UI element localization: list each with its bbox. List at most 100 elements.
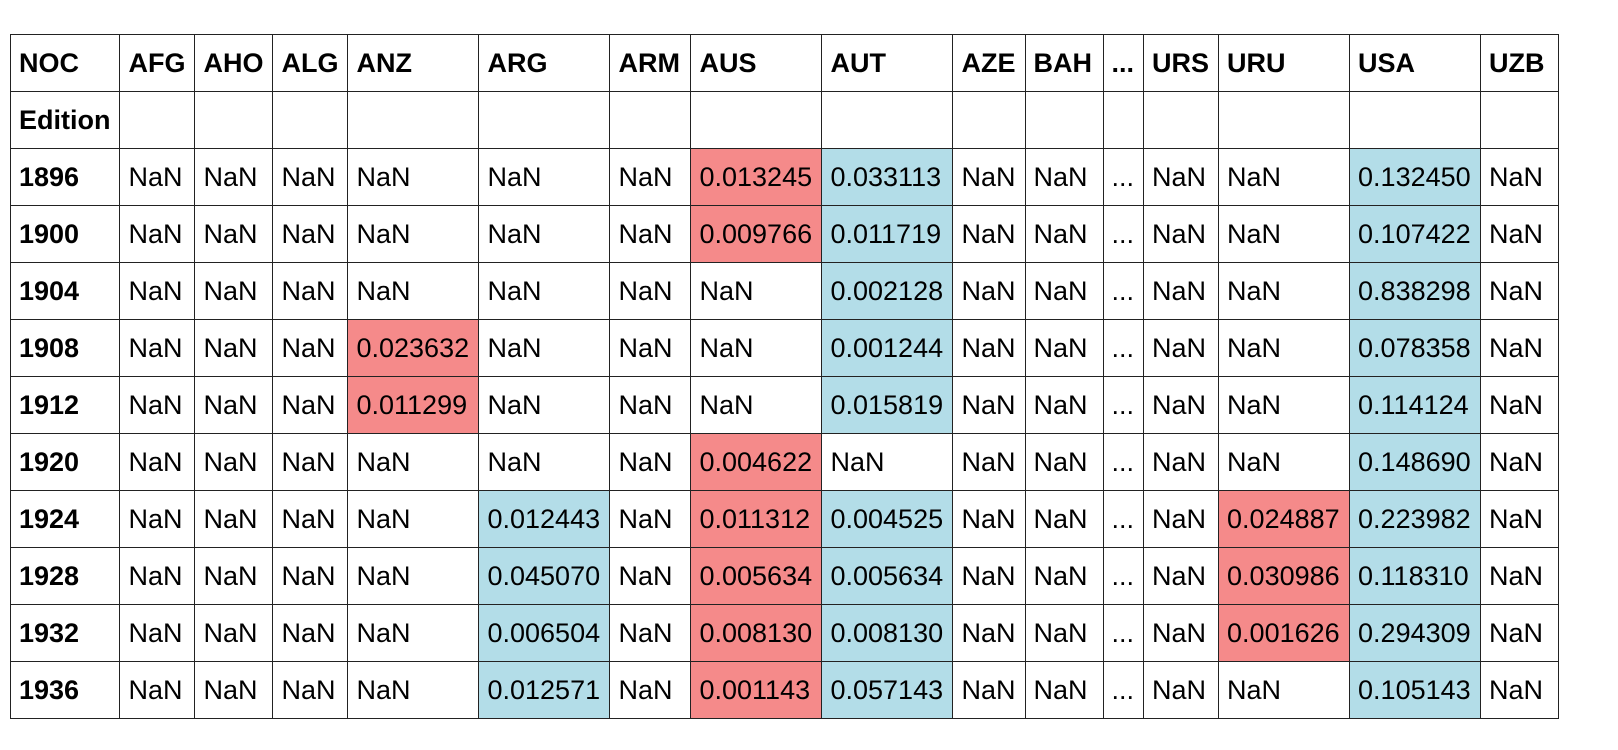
medal-fraction-table: NOC AFG AHO ALG ANZ ARG ARM AUS AUT AZE BAH... URS U…	[9, 34, 1560, 719]
table-cell: NaN	[609, 547, 692, 605]
table-cell: NaN	[609, 433, 692, 491]
row-index-edition: 1908	[9, 319, 121, 377]
table-cell: NaN	[1143, 148, 1220, 206]
table-cell: NaN	[1143, 433, 1220, 491]
table-cell: NaN	[952, 148, 1026, 206]
table-cell: NaN	[272, 262, 349, 320]
table-cell: NaN	[1218, 376, 1351, 434]
table-cell: NaN	[1024, 205, 1104, 263]
table-cell: NaN	[1024, 604, 1104, 662]
table-cell: NaN	[272, 490, 349, 548]
table-cell: NaN	[119, 376, 196, 434]
table-cell: NaN	[272, 319, 349, 377]
table-cell: NaN	[609, 661, 692, 719]
table-cell: NaN	[194, 376, 274, 434]
column-header: URU	[1218, 34, 1351, 92]
column-header: URS	[1143, 34, 1220, 92]
empty-header-cell	[821, 91, 954, 149]
row-index-edition: 1924	[9, 490, 121, 548]
table-cell: NaN	[272, 547, 349, 605]
table-cell: NaN	[478, 433, 611, 491]
table-cell: 0.001143	[690, 661, 823, 719]
row-index-edition: 1936	[9, 661, 121, 719]
table-cell: 0.001244	[821, 319, 954, 377]
table-row: 1900 NaN NaN NaN NaN NaN NaN 0.009766 0.011719 Na…	[9, 205, 1560, 263]
table-cell: 0.008130	[821, 604, 954, 662]
table-cell: NaN	[952, 661, 1026, 719]
empty-header-cell	[272, 91, 349, 149]
table-cell: NaN	[609, 604, 692, 662]
table-cell: ...	[1102, 661, 1145, 719]
table-cell: 0.005634	[690, 547, 823, 605]
column-header: UZB	[1480, 34, 1560, 92]
table-cell: NaN	[272, 376, 349, 434]
table-cell: NaN	[347, 547, 480, 605]
table-cell: NaN	[272, 148, 349, 206]
column-header: ANZ	[347, 34, 480, 92]
column-header: AZE	[952, 34, 1026, 92]
table-cell: NaN	[119, 490, 196, 548]
table-cell: NaN	[952, 490, 1026, 548]
table-cell: 0.223982	[1349, 490, 1482, 548]
column-header: AFG	[119, 34, 196, 92]
empty-header-cell	[1480, 91, 1560, 149]
table-cell: 0.294309	[1349, 604, 1482, 662]
table-cell: NaN	[194, 604, 274, 662]
table-row: 1908 NaN NaN NaN 0.023632 NaN NaN NaN 0.001244 Na…	[9, 319, 1560, 377]
table-cell: 0.148690	[1349, 433, 1482, 491]
table-cell: 0.012571	[478, 661, 611, 719]
table-cell: 0.011719	[821, 205, 954, 263]
row-index-edition: 1932	[9, 604, 121, 662]
table-cell: 0.011299	[347, 376, 480, 434]
table-cell: NaN	[347, 148, 480, 206]
table-cell: NaN	[690, 319, 823, 377]
table-cell: ...	[1102, 262, 1145, 320]
empty-header-cell	[1143, 91, 1220, 149]
table-cell: NaN	[609, 376, 692, 434]
empty-header-cell	[952, 91, 1026, 149]
table-cell: NaN	[609, 148, 692, 206]
table-cell: 0.012443	[478, 490, 611, 548]
table-cell: NaN	[952, 547, 1026, 605]
column-header: AHO	[194, 34, 274, 92]
table-cell: 0.030986	[1218, 547, 1351, 605]
table-cell: NaN	[1024, 148, 1104, 206]
table-cell: 0.033113	[821, 148, 954, 206]
column-header: ALG	[272, 34, 349, 92]
table-cell: NaN	[821, 433, 954, 491]
table-cell: NaN	[119, 205, 196, 263]
table-cell: NaN	[272, 205, 349, 263]
table-cell: NaN	[119, 661, 196, 719]
table-cell: 0.057143	[821, 661, 954, 719]
column-header: ARM	[609, 34, 692, 92]
table-cell: ...	[1102, 319, 1145, 377]
table-cell: NaN	[347, 490, 480, 548]
table-cell: NaN	[1024, 319, 1104, 377]
empty-header-cell	[347, 91, 480, 149]
table-cell: 0.009766	[690, 205, 823, 263]
table-cell: 0.024887	[1218, 490, 1351, 548]
table-cell: NaN	[1480, 661, 1560, 719]
table-cell: NaN	[1480, 433, 1560, 491]
table-row: 1920 NaN NaN NaN NaN NaN NaN 0.004622 NaN NaN NaN.…	[9, 433, 1560, 491]
table-cell: NaN	[1024, 547, 1104, 605]
table-cell: NaN	[1143, 604, 1220, 662]
table-cell: 0.838298	[1349, 262, 1482, 320]
empty-header-cell	[478, 91, 611, 149]
table-cell: 0.015819	[821, 376, 954, 434]
table-cell: NaN	[1480, 490, 1560, 548]
table-body: 1896 NaN NaN NaN NaN NaN NaN 0.013245 0.033113 Na…	[9, 148, 1560, 719]
index-name-row: Edition	[9, 91, 1560, 149]
table-cell: NaN	[272, 604, 349, 662]
table-cell: 0.045070	[478, 547, 611, 605]
table-cell: NaN	[690, 262, 823, 320]
empty-header-cell	[609, 91, 692, 149]
empty-header-cell	[1102, 91, 1145, 149]
table-cell: ...	[1102, 604, 1145, 662]
table-cell: NaN	[1480, 547, 1560, 605]
table-cell: 0.011312	[690, 490, 823, 548]
table-cell: NaN	[478, 376, 611, 434]
table-cell: NaN	[194, 433, 274, 491]
table-cell: NaN	[1143, 319, 1220, 377]
table-cell: 0.002128	[821, 262, 954, 320]
